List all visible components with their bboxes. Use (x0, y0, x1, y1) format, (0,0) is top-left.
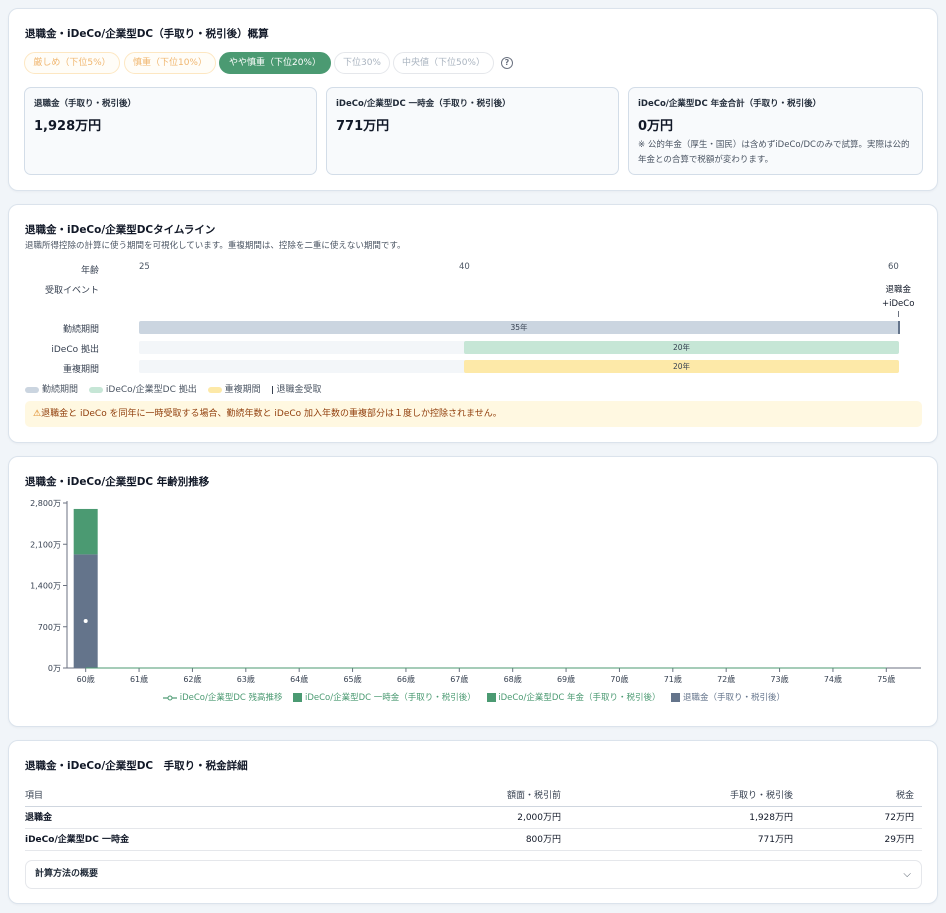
ideco-bar: 20年 (464, 341, 899, 354)
overlap-bar: 20年 (464, 360, 899, 373)
row-label-overlap: 重複期間 (62, 365, 99, 375)
chart-title: 退職金・iDeCo/企業型DC 年齢別推移 (25, 476, 210, 488)
legend-item-retirement: 退職金（手取り・税引後） (671, 693, 785, 703)
x-tick-label: 71歳 (664, 674, 682, 684)
x-tick-label: 75歳 (877, 674, 895, 684)
age-tick-40: 40 (459, 262, 470, 272)
bar-segment (73, 508, 98, 555)
tenure-bar: 35年 (139, 321, 899, 334)
header-tax: 税金 (895, 791, 914, 801)
chart-card: 退職金・iDeCo/企業型DC 年齢別推移 0万 700万 1,400万 2,100万… (8, 456, 938, 727)
retirement-marker (898, 321, 900, 334)
legend-item-ideco-lump: iDeCo/企業型DC 一時金（手取り・税引後） (293, 693, 478, 703)
legend-item-ideco: iDeCo/企業型DC 拠出 (88, 385, 197, 395)
header-item: 項目 (25, 791, 44, 801)
y-tick-label: 700万 (38, 623, 61, 632)
timeline-card: 退職金・iDeCo/企業型DCタイムライン 退職所得控除の計算に使う期間を可視化… (8, 204, 938, 443)
summary-box-retirement: 退職金（手取り・税引後） 1,928万円 (24, 87, 317, 175)
scenario-pill-severe[interactable]: 厳しめ（下位5%） (24, 52, 120, 74)
summary-card: 退職金・iDeCo/企業型DC（手取り・税引後）概算 厳しめ（下位5%） 慎重（… (8, 8, 938, 191)
x-tick-label: 65歳 (343, 674, 361, 684)
y-tick-label: 2,800万 (30, 499, 61, 508)
y-tick-label: 2,100万 (30, 540, 61, 549)
x-tick-label: 74歳 (824, 674, 842, 684)
scenario-pill-cautious[interactable]: 慎重（下位10%） (124, 52, 216, 74)
age-chart: 0万 700万 1,400万 2,100万 2,800万 60歳 61歳 62歳 63歳 64歳 6… (30, 499, 921, 684)
overlap-warning: ⚠退職金と iDeCo を同年に一時受取する場合、勤続年数と iDeCo 加入年… (25, 401, 922, 427)
scenario-pill-median[interactable]: 中央値（下位50%） (393, 52, 494, 74)
x-tick-label: 60歳 (77, 674, 95, 684)
event-marker-label: 退職金 +iDeCo (882, 283, 914, 311)
event-text-retirement: 退職金 (885, 285, 911, 295)
summary-box-value: 771万円 (336, 119, 390, 134)
legend-item-overlap: 重複期間 (207, 385, 261, 395)
cell-tax: 29万円 (884, 835, 914, 845)
cell-net: 771万円 (757, 835, 793, 845)
x-tick-label: 68歳 (504, 674, 522, 684)
header-net: 手取り・税引後 (729, 791, 793, 801)
y-tick-label: 1,400万 (30, 582, 61, 591)
help-icon[interactable]: ? (501, 57, 513, 69)
x-tick-label: 73歳 (770, 674, 788, 684)
summary-box-label: iDeCo/企業型DC 年金合計（手取り・税引後） (638, 99, 822, 109)
chevron-down-icon[interactable]: ⌵ (903, 869, 911, 880)
details-table: 項目 額面・税引前 手取り・税引後 税金 退職金 2,000万円 1,928万円… (25, 785, 922, 851)
x-tick-label: 69歳 (557, 674, 575, 684)
x-tick-label: 66歳 (397, 674, 415, 684)
x-tick-label: 62歳 (183, 674, 201, 684)
event-text-ideco: +iDeCo (882, 299, 915, 309)
header-gross: 額面・税引前 (506, 791, 561, 801)
x-tick-label: 70歳 (610, 674, 628, 684)
table-row: iDeCo/企業型DC 一時金 800万円 771万円 29万円 (25, 829, 922, 851)
legend-item-ideco-annuity: iDeCo/企業型DC 年金（手取り・税引後） (486, 693, 664, 703)
legend-item-retirement: 退職金受取 (271, 385, 322, 395)
row-label-tenure: 勤続期間 (62, 325, 99, 335)
summary-box-note: ※ 公的年金（厚生・国民）は含めずiDeCo/DCのみで試算。実際は公的年金との… (638, 140, 910, 165)
bar-segment (73, 554, 98, 668)
x-tick-label: 63歳 (237, 674, 255, 684)
x-tick-label: 61歳 (130, 674, 148, 684)
chart-legend: iDeCo/企業型DC 残高推移 iDeCo/企業型DC 一時金（手取り・税引後… (9, 691, 939, 703)
x-tick-label: 72歳 (717, 674, 735, 684)
cell-gross: 2,000万円 (517, 813, 561, 823)
legend-item-balance: iDeCo/企業型DC 残高推移 (163, 693, 285, 703)
table-row: 退職金 2,000万円 1,928万円 72万円 (25, 807, 922, 829)
accordion-label: 計算方法の概要 (35, 869, 99, 879)
age-tick-25: 25 (139, 262, 150, 272)
calc-method-accordion[interactable]: 計算方法の概要 ⌵ (25, 860, 922, 889)
x-tick-label: 67歳 (450, 674, 468, 684)
details-card: 退職金・iDeCo/企業型DC 手取り・税金詳細 項目 額面・税引前 手取り・税… (8, 740, 938, 904)
x-tick-label: 64歳 (290, 674, 308, 684)
legend-item-tenure: 勤続期間 (25, 385, 78, 395)
cell-gross: 800万円 (525, 835, 561, 845)
timeline-subtitle: 退職所得控除の計算に使う期間を可視化しています。重複期間は、控除を二重に使えない… (25, 241, 406, 251)
summary-box-label: 退職金（手取り・税引後） (34, 99, 137, 109)
age-tick-60: 60 (888, 262, 899, 272)
summary-box-ideco-annuity: iDeCo/企業型DC 年金合計（手取り・税引後） 0万円 ※ 公的年金（厚生・… (628, 87, 923, 175)
scenario-pill-lower30[interactable]: 下位30% (334, 52, 390, 74)
cell-item: iDeCo/企業型DC 一時金 (25, 835, 129, 845)
y-tick-label: 0万 (48, 664, 61, 673)
summary-box-label: iDeCo/企業型DC 一時金（手取り・税引後） (336, 99, 511, 109)
cell-tax: 72万円 (884, 813, 914, 823)
summary-box-value: 1,928万円 (34, 119, 102, 134)
timeline-legend: 勤続期間 iDeCo/企業型DC 拠出 重複期間 退職金受取 (25, 382, 330, 395)
summary-title: 退職金・iDeCo/企業型DC（手取り・税引後）概算 (25, 28, 269, 40)
summary-box-value: 0万円 (638, 119, 674, 134)
row-label-ideco: iDeCo 拠出 (51, 345, 99, 355)
cell-item: 退職金 (25, 813, 53, 823)
scenario-pill-somewhat-cautious[interactable]: やや慎重（下位20%） (219, 52, 331, 74)
balance-point (83, 619, 88, 623)
cell-net: 1,928万円 (749, 813, 793, 823)
details-title: 退職金・iDeCo/企業型DC 手取り・税金詳細 (25, 760, 248, 772)
event-row-label: 受取イベント (44, 286, 99, 296)
warning-icon: ⚠ (33, 409, 42, 419)
summary-box-ideco-lump: iDeCo/企業型DC 一時金（手取り・税引後） 771万円 (326, 87, 619, 175)
table-header-row: 項目 額面・税引前 手取り・税引後 税金 (25, 785, 922, 807)
age-row-label: 年齢 (80, 266, 99, 276)
event-tick (898, 311, 899, 317)
timeline-title: 退職金・iDeCo/企業型DCタイムライン (25, 224, 216, 236)
